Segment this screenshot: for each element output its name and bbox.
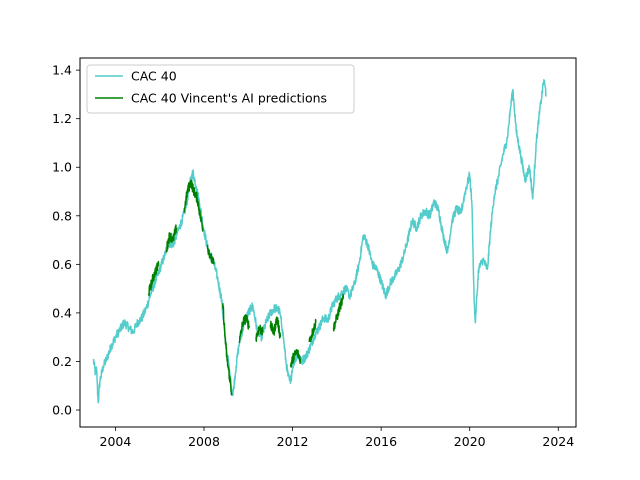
x-tick-label: 2008 [188, 434, 220, 449]
y-tick-label: 0.8 [52, 208, 72, 223]
y-tick-label: 1.2 [52, 111, 72, 126]
prediction-segment-4 [206, 244, 215, 265]
prediction-segment-2 [165, 224, 178, 253]
x-tick-label: 2016 [365, 434, 397, 449]
y-tick-label: 1.0 [52, 160, 72, 175]
prediction-segment-6 [238, 314, 251, 344]
x-tick-label: 2020 [454, 434, 486, 449]
prediction-segment-5 [222, 303, 233, 396]
prediction-segment-8 [269, 316, 282, 339]
x-tick-label: 2012 [277, 434, 309, 449]
axes-frame [79, 57, 577, 428]
x-tick-label: 2004 [100, 434, 132, 449]
y-axis: 0.0 0.2 0.4 0.6 0.8 1.0 1.2 1.4 [52, 63, 80, 418]
legend-box [86, 64, 355, 114]
y-tick-label: 1.4 [52, 63, 72, 78]
y-tick-label: 0.0 [52, 403, 72, 418]
y-tick-label: 0.2 [52, 354, 72, 369]
legend-label-predictions: CAC 40 Vincent's AI predictions [131, 91, 327, 106]
prediction-segment-11 [332, 293, 345, 332]
y-tick-label: 0.4 [52, 305, 72, 320]
prediction-segment-7 [255, 324, 264, 342]
legend: CAC 40 CAC 40 Vincent's AI predictions [86, 64, 355, 114]
prediction-segment-10 [308, 318, 317, 343]
prediction-segment-3 [183, 179, 204, 232]
prediction-segment-1 [147, 260, 160, 297]
x-axis: 2004 2008 2012 2016 2020 2024 [100, 427, 574, 449]
x-tick-label: 2024 [542, 434, 574, 449]
y-tick-label: 0.6 [52, 257, 72, 272]
series-layer [92, 79, 547, 404]
prediction-segment-9 [289, 349, 302, 368]
legend-label-cac40: CAC 40 [131, 69, 177, 84]
